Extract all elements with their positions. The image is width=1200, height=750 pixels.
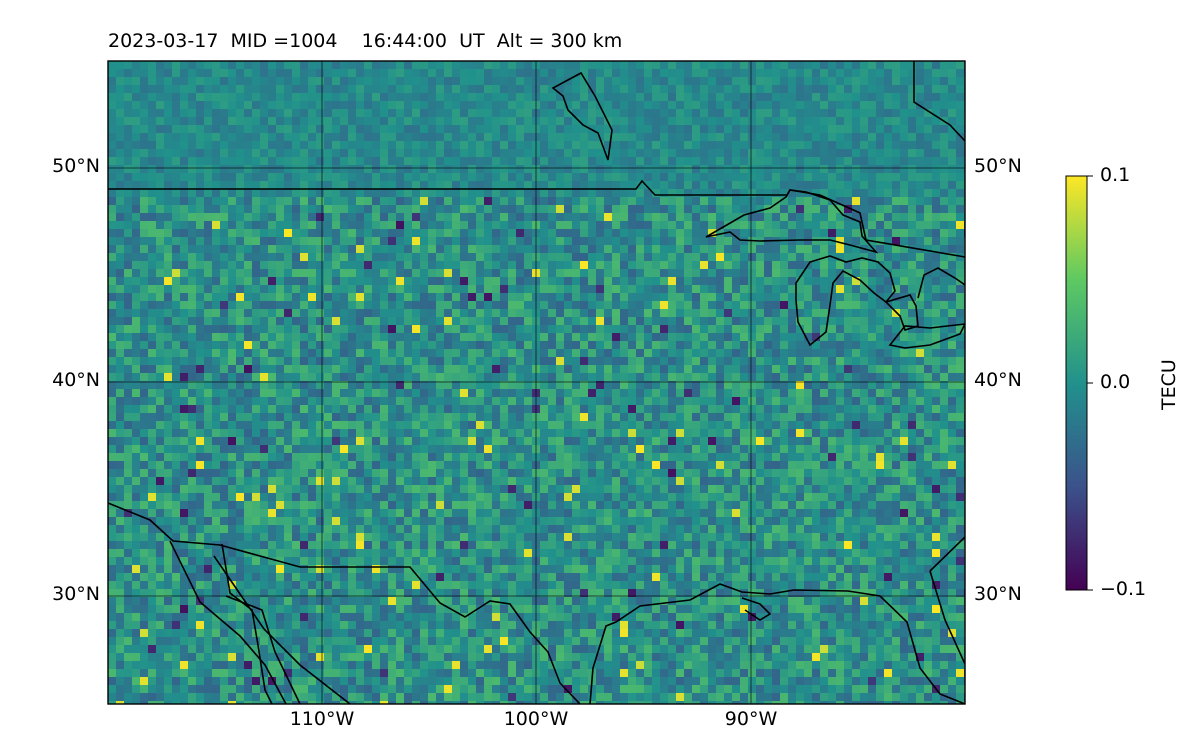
lon-label-110w: 110°W bbox=[289, 708, 355, 730]
colorbar-tick-min: −0.1 bbox=[1100, 578, 1147, 600]
colorbar-tick-zero: 0.0 bbox=[1100, 371, 1131, 393]
title-time: 16:44:00 bbox=[361, 30, 447, 52]
map-frame bbox=[107, 60, 966, 705]
title-mid: MID =1004 bbox=[230, 30, 338, 52]
lat-label-right-40: 40°N bbox=[974, 369, 1022, 391]
title-date: 2023-03-17 bbox=[108, 30, 219, 52]
lat-label-right-30: 30°N bbox=[974, 583, 1022, 605]
lon-label-100w: 100°W bbox=[503, 708, 569, 730]
lat-label-left-40: 40°N bbox=[52, 369, 100, 391]
lat-label-left-50: 50°N bbox=[52, 155, 100, 177]
map-field bbox=[108, 61, 965, 704]
lat-label-right-50: 50°N bbox=[974, 155, 1022, 177]
title-alt: Alt = 300 km bbox=[496, 30, 623, 52]
lon-label-90w: 90°W bbox=[724, 708, 778, 730]
lat-label-left-30: 30°N bbox=[52, 583, 100, 605]
map-title: 2023-03-17 MID =1004 16:44:00 UT Alt = 3… bbox=[108, 30, 622, 52]
coastlines bbox=[108, 61, 965, 704]
title-ut: UT bbox=[459, 30, 485, 52]
gridlines bbox=[108, 61, 965, 704]
colorbar bbox=[1065, 175, 1093, 591]
colorbar-label: TECU bbox=[1158, 359, 1180, 410]
colorbar-tick-max: 0.1 bbox=[1100, 164, 1131, 186]
